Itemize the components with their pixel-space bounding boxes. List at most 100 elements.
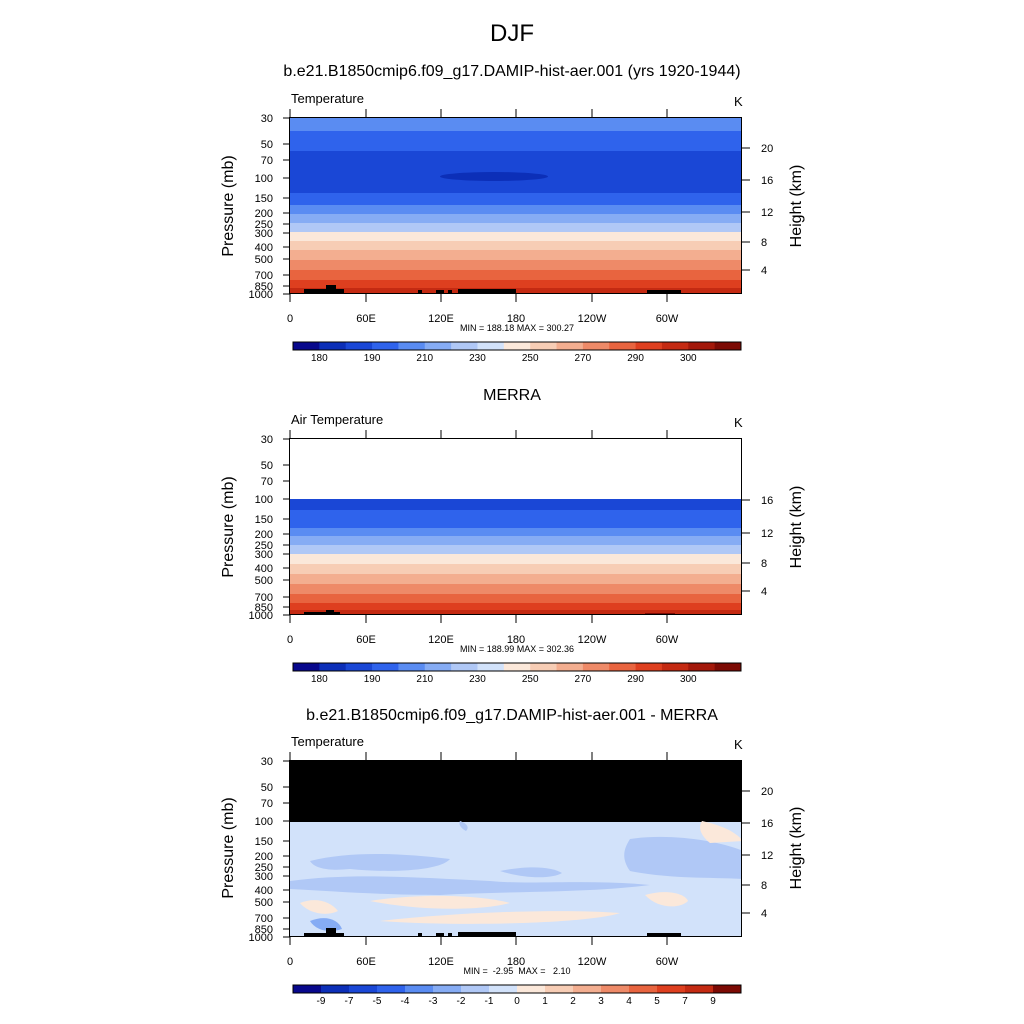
colorbar-label: 210: [416, 353, 433, 364]
colorbar-label: 300: [680, 353, 697, 364]
colorbar-swatch: [372, 663, 399, 671]
p3-xtick: 60W: [656, 956, 679, 968]
p2-ytick: 400: [255, 563, 273, 575]
panel1-axes: 30 50 70 100 150 200 250 300 400 500 700…: [220, 109, 805, 333]
p2-xtick: 120E: [428, 634, 454, 646]
p2-ytick: 250: [255, 540, 273, 552]
colorbar-swatch: [713, 985, 742, 993]
p3-ytick: 150: [255, 836, 273, 848]
panel2-plot: [289, 438, 742, 615]
colorbar-swatch: [424, 342, 452, 350]
colorbar-label: 4: [626, 996, 632, 1007]
p3-ytick: 50: [261, 782, 273, 794]
panel3-units: K: [734, 737, 743, 752]
p1-htick: 16: [761, 175, 773, 187]
colorbar-swatch: [293, 342, 320, 350]
p1-htick: 4: [761, 265, 767, 277]
colorbar-swatch: [635, 342, 663, 350]
colorbar-label: 3: [598, 996, 604, 1007]
colorbar-swatch: [477, 342, 505, 350]
panel1-plot: [289, 117, 742, 294]
p1-ytick: 70: [261, 155, 273, 167]
colorbar-swatch: [293, 663, 320, 671]
panel3-ylabel: Pressure (mb): [220, 797, 237, 898]
colorbar-swatch: [530, 342, 558, 350]
colorbar-swatch: [349, 985, 378, 993]
p2-ytick: 50: [261, 460, 273, 472]
p1-ytick: 400: [255, 242, 273, 254]
panel2-colorbar: 180 190 210 230 250 270 290 300: [292, 662, 742, 685]
panel3-left-label: Temperature: [291, 734, 364, 749]
p3-ytick: 700: [255, 913, 273, 925]
colorbar-swatch: [714, 663, 742, 671]
p1-ytick: 50: [261, 139, 273, 151]
p1-xtick: 60W: [656, 313, 679, 325]
p3-ytick: 400: [255, 885, 273, 897]
p3-ytick: 850: [255, 924, 273, 936]
colorbar-swatch: [433, 985, 462, 993]
colorbar-swatch: [517, 985, 546, 993]
colorbar-border: [292, 984, 742, 994]
panel2-axes: 30 50 70 100 150 200 250 300 400 500 700…: [220, 430, 805, 654]
colorbar-label: 1: [542, 996, 548, 1007]
panel1-stats: MIN = 188.18 MAX = 300.27: [460, 323, 574, 333]
colorbar-label: 210: [416, 674, 433, 685]
p2-ytick: 1000: [249, 610, 273, 622]
colorbar-swatch: [688, 663, 716, 671]
colorbar-swatch: [377, 985, 406, 993]
panel1-colorbar: 180 190 210 230 250 270 290 300: [292, 341, 742, 364]
panel1-units: K: [734, 94, 743, 109]
colorbar-swatch: [293, 985, 322, 993]
main-title: DJF: [490, 20, 534, 47]
panel3-plot: [289, 760, 742, 937]
colorbar-label: -3: [429, 996, 438, 1007]
p2-ytick: 200: [255, 529, 273, 541]
panel3-title: b.e21.B1850cmip6.f09_g17.DAMIP-hist-aer.…: [306, 707, 718, 724]
p3-ytick: 200: [255, 851, 273, 863]
colorbar-swatch: [573, 985, 602, 993]
p3-xtick: 120E: [428, 956, 454, 968]
colorbar-swatch: [556, 663, 584, 671]
colorbar-swatch: [582, 663, 610, 671]
colorbar-label: -1: [485, 996, 494, 1007]
p3-xtick: 180: [507, 956, 525, 968]
p1-ytick: 850: [255, 281, 273, 293]
p1-ytick: 200: [255, 208, 273, 220]
colorbar-label: 250: [522, 674, 539, 685]
colorbar-swatch: [556, 342, 584, 350]
colorbar-label: 270: [575, 674, 592, 685]
colorbar-swatch: [530, 663, 558, 671]
colorbar-swatch: [688, 342, 716, 350]
panel2-units: K: [734, 415, 743, 430]
colorbar-swatch: [601, 985, 630, 993]
p1-htick: 12: [761, 207, 773, 219]
p1-ytick: 500: [255, 254, 273, 266]
colorbar-swatch: [372, 342, 399, 350]
p3-xtick: 120W: [578, 956, 607, 968]
colorbar-label: 0: [514, 996, 520, 1007]
colorbar-label: -9: [317, 996, 326, 1007]
colorbar-swatch: [629, 985, 658, 993]
p2-htick: 4: [761, 586, 767, 598]
p3-htick: 16: [761, 818, 773, 830]
colorbar-border: [292, 341, 742, 351]
colorbar-swatch: [451, 342, 478, 350]
p2-ytick: 850: [255, 602, 273, 614]
colorbar-label: 7: [682, 996, 688, 1007]
p1-xtick: 120E: [428, 313, 454, 325]
colorbar-swatch: [398, 663, 426, 671]
p3-ytick: 300: [255, 871, 273, 883]
p1-ytick: 250: [255, 219, 273, 231]
panel1-ylabel: Pressure (mb): [220, 155, 237, 256]
colorbar-label: -5: [373, 996, 382, 1007]
colorbar-swatch: [319, 663, 347, 671]
colorbar-label: 290: [627, 353, 644, 364]
colorbar-label: -2: [457, 996, 466, 1007]
panel3-ylabel-right: Height (km): [788, 807, 805, 890]
colorbar-swatch: [461, 985, 490, 993]
colorbar-swatch: [661, 663, 689, 671]
p3-ytick: 100: [255, 816, 273, 828]
p1-htick: 20: [761, 143, 773, 155]
